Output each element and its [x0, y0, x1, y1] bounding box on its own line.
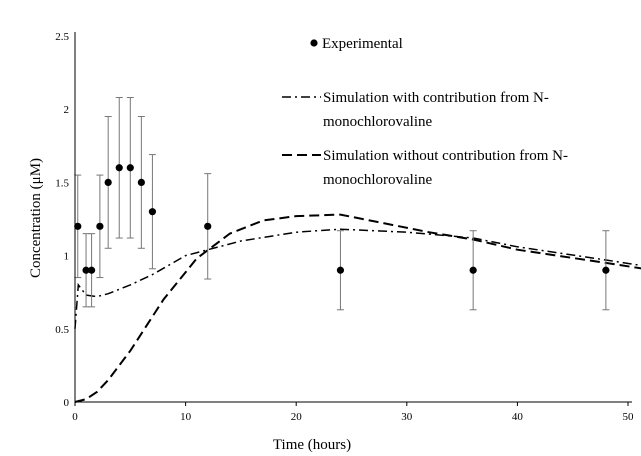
legend-marker-experimental [310, 39, 318, 47]
x-tick-label: 50 [623, 411, 635, 423]
plot-marks [74, 96, 641, 403]
data-point-experimental [204, 222, 212, 230]
data-point-experimental [469, 266, 477, 274]
data-point-experimental [87, 266, 96, 274]
x-tick-label: 0 [72, 411, 78, 423]
data-point-experimental [115, 164, 123, 172]
data-point-experimental [602, 266, 610, 274]
data-point-experimental [336, 266, 345, 274]
legend: Experimental Simulation with contributio… [282, 36, 568, 188]
data-point-experimental [126, 164, 134, 172]
data-point-experimental [148, 208, 157, 216]
data-point-experimental [96, 222, 104, 230]
tick-labels: 01020304050607000.511.522.5 [55, 31, 635, 423]
data-point-experimental [82, 266, 90, 274]
x-tick-label: 10 [180, 411, 192, 423]
legend-label-without-line2: monochlorovaline [323, 172, 432, 188]
line-series-with-contribution [74, 228, 641, 329]
data-point-experimental [104, 178, 112, 186]
line-series-without-contribution [74, 213, 641, 403]
x-axis-title: Time (hours) [273, 437, 351, 453]
y-tick-label: 1 [64, 251, 70, 263]
data-point-experimental [74, 222, 82, 230]
legend-label-without-line1: Simulation without contribution from N- [323, 148, 568, 164]
legend-label-with-line2: monochlorovaline [323, 114, 432, 130]
x-tick-label: 40 [512, 411, 524, 423]
y-tick-label: 1.5 [55, 177, 69, 189]
y-tick-label: 0.5 [55, 324, 69, 336]
x-tick-label: 30 [401, 411, 413, 423]
legend-label-experimental: Experimental [322, 36, 403, 52]
y-tick-label: 2 [64, 104, 70, 116]
y-axis-title: Concentration (μM) [28, 158, 44, 278]
y-tick-label: 0 [64, 397, 70, 409]
data-point-experimental [137, 178, 145, 186]
axes [74, 32, 632, 406]
y-tick-label: 2.5 [55, 31, 69, 43]
legend-label-with-line1: Simulation with contribution from N- [323, 90, 549, 106]
x-tick-label: 20 [291, 411, 303, 423]
